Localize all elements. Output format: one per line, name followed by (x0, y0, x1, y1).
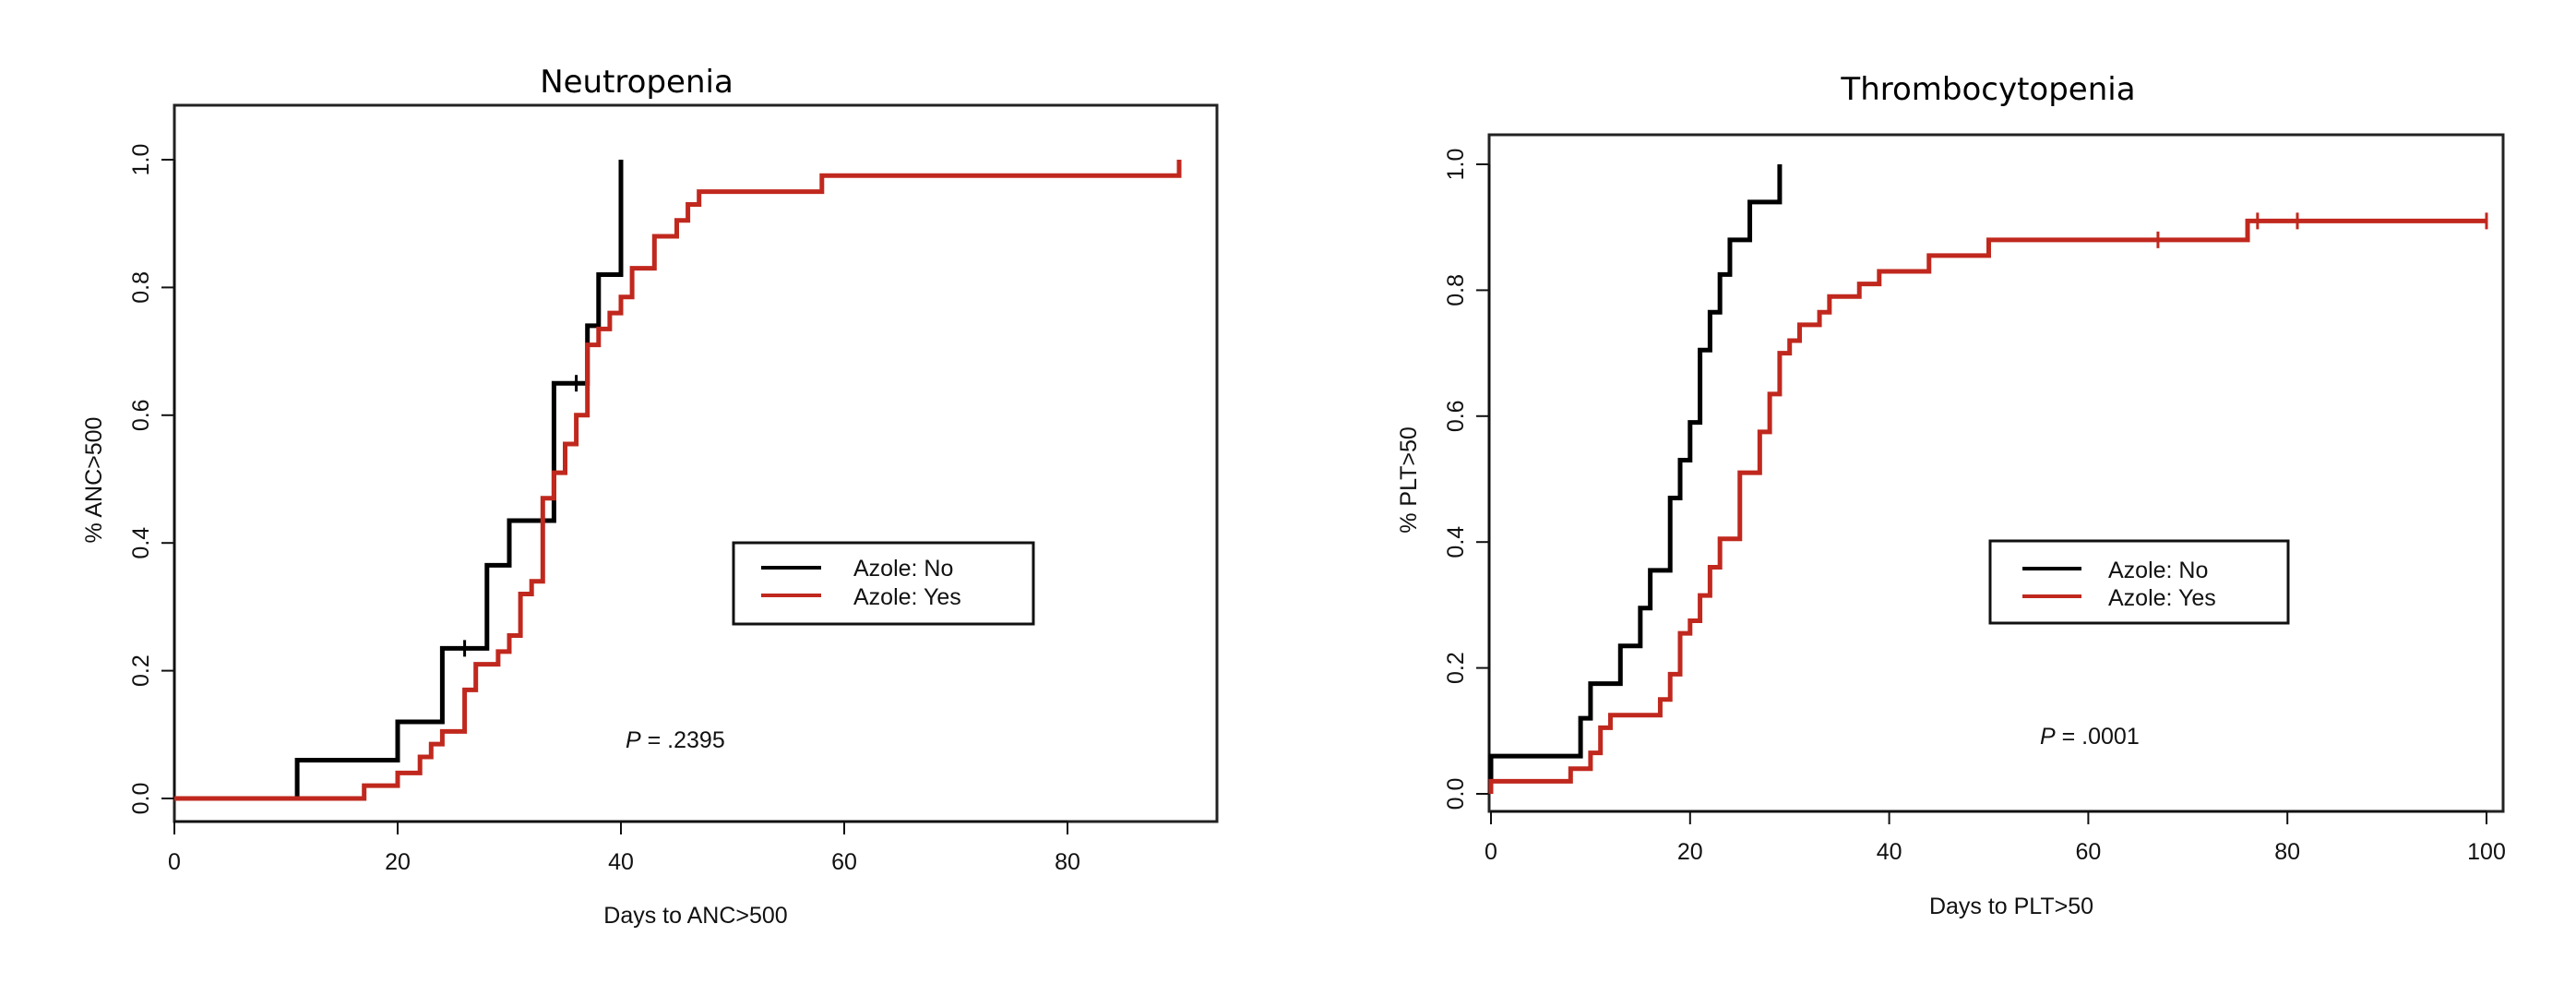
p-value: = .2395 (641, 727, 725, 753)
chart-title: Neutropenia (540, 64, 733, 101)
y-tick-label: 0.2 (1443, 652, 1469, 684)
x-tick-label: 80 (1055, 849, 1080, 875)
p-value-annotation: P = .0001 (2040, 724, 2140, 750)
x-tick-label: 0 (168, 849, 181, 875)
legend-label-yes: Azole: Yes (2108, 585, 2216, 611)
y-tick-label: 0.4 (1443, 526, 1469, 558)
y-tick-label: 0.0 (128, 783, 154, 815)
y-tick-label: 0.8 (1443, 274, 1469, 306)
p-value: = .0001 (2056, 724, 2140, 750)
x-tick-label: 40 (1877, 839, 1902, 865)
y-tick-label: 0.0 (1443, 778, 1469, 810)
x-tick-label: 80 (2274, 839, 2300, 865)
x-tick-label: 20 (1677, 839, 1703, 865)
series-group (173, 159, 1182, 801)
y-tick-label: 0.8 (128, 271, 154, 304)
legend-label-yes: Azole: Yes (853, 584, 961, 610)
p-label: P (2040, 724, 2056, 750)
x-tick-label: 0 (1485, 839, 1497, 865)
y-tick-label: 1.0 (1443, 149, 1469, 181)
neutropenia-panel: Neutropenia 0 20 40 60 80 0.0 0.2 0.4 0.6 0.8 1.0… (81, 64, 1219, 929)
y-axis-label: % PLT>50 (1396, 426, 1422, 534)
y-axis: 0.0 0.2 0.4 0.6 0.8 1.0 (1443, 149, 1491, 810)
y-tick-label: 0.6 (128, 399, 154, 431)
x-tick-label: 60 (2075, 839, 2101, 865)
legend: Azole: No Azole: Yes (1988, 539, 2290, 625)
y-tick-label: 0.6 (1443, 400, 1469, 432)
x-axis: 0 20 40 60 80 100 (1485, 810, 2506, 865)
thrombocytopenia-panel: Thrombocytopenia 0 20 40 60 80 100 0.00.20.40… (1396, 71, 2506, 919)
y-tick-label: 0.4 (128, 527, 154, 559)
legend: Azole: No Azole: Yes (732, 541, 1035, 626)
series-line-azole-no (174, 160, 624, 801)
plot-frame (173, 103, 1219, 823)
series-line-azole-no (1488, 164, 1783, 794)
legend-label-no: Azole: No (2108, 558, 2208, 583)
y-axis-label: % ANC>500 (81, 417, 107, 544)
plot-frame (1487, 133, 2505, 813)
series-line-azole-yes (1488, 218, 2487, 794)
series-group (1488, 163, 2488, 794)
y-tick-label: 0.2 (128, 654, 154, 687)
p-value-annotation: P = .2395 (626, 727, 725, 753)
legend-box (1988, 539, 2290, 625)
series-line-azole-yes (174, 160, 1182, 801)
legend-box (732, 541, 1035, 626)
x-axis-label: Days to PLT>50 (1929, 894, 2093, 919)
y-axis: 0.0 0.2 0.4 0.6 0.8 1.0 (128, 144, 176, 815)
x-axis: 0 20 40 60 80 (168, 820, 1080, 875)
x-tick-label: 100 (2467, 839, 2506, 865)
p-label: P (626, 727, 641, 753)
x-tick-label: 60 (831, 849, 857, 875)
x-tick-label: 40 (608, 849, 634, 875)
x-tick-label: 20 (385, 849, 411, 875)
legend-label-no: Azole: No (853, 556, 953, 582)
chart-title: Thrombocytopenia (1840, 71, 2135, 108)
y-tick-label: 1.0 (128, 144, 154, 176)
x-axis-label: Days to ANC>500 (603, 903, 787, 929)
